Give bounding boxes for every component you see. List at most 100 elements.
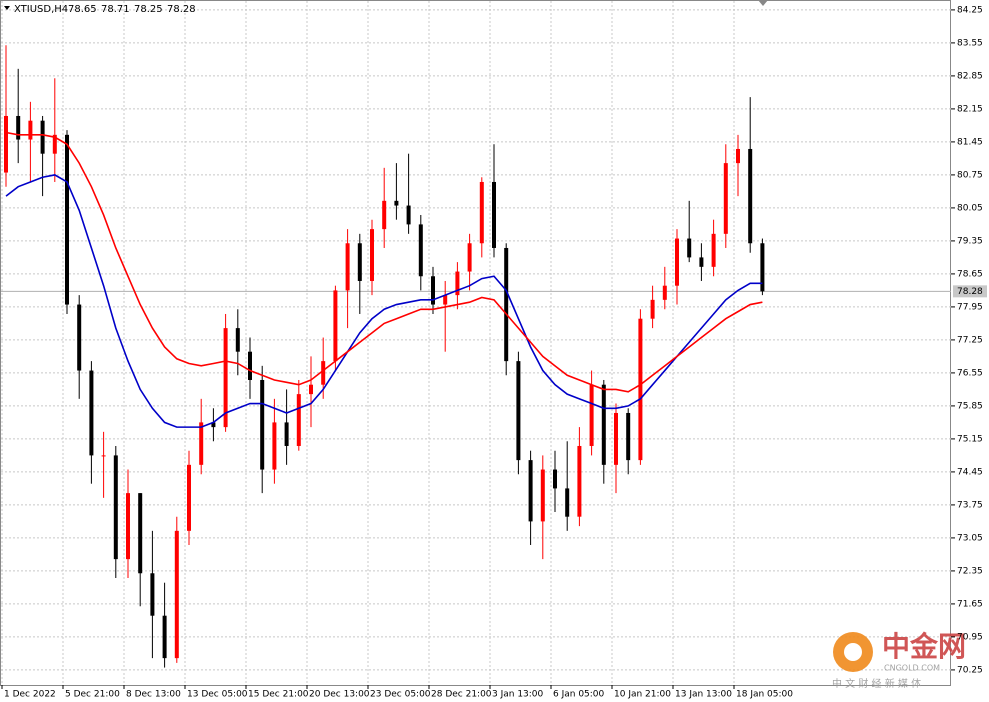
candle-body bbox=[357, 243, 362, 281]
moving-average bbox=[5, 131, 763, 393]
plot-frame bbox=[0, 0, 951, 686]
y-tick-label: 81.45 bbox=[957, 137, 983, 147]
candle-body bbox=[28, 120, 33, 140]
candle-body bbox=[16, 115, 21, 140]
y-tick-label: 77.95 bbox=[957, 302, 983, 312]
x-tick-label: 3 Jan 13:00 bbox=[492, 690, 544, 700]
x-tick-label: 13 Jan 13:00 bbox=[675, 690, 732, 700]
x-tick-label: 8 Dec 13:00 bbox=[126, 690, 181, 700]
candle-body bbox=[467, 243, 472, 272]
candle-body bbox=[675, 238, 679, 286]
candle-body bbox=[345, 243, 350, 291]
candle-body bbox=[211, 422, 216, 428]
candle-body bbox=[723, 163, 728, 234]
y-tick-label: 82.85 bbox=[957, 71, 983, 81]
y-tick-label: 74.45 bbox=[957, 467, 983, 477]
x-tick-label: 23 Dec 05:00 bbox=[370, 690, 431, 700]
candle-body bbox=[235, 328, 240, 352]
watermark-logo-icon-inner bbox=[844, 643, 862, 661]
header-ohlc: 78.25 bbox=[134, 4, 163, 15]
candle-body bbox=[40, 120, 45, 154]
candle-body bbox=[187, 464, 191, 531]
watermark-logo: 中金网 bbox=[882, 630, 966, 663]
candle-body bbox=[589, 384, 594, 446]
y-tick-label: 70.25 bbox=[957, 665, 983, 675]
candle-body bbox=[711, 233, 716, 267]
candle-body bbox=[443, 295, 448, 305]
candle-body bbox=[52, 134, 57, 154]
candle-body bbox=[321, 361, 326, 385]
header-ohlc: 78.65 bbox=[68, 4, 97, 15]
watermark: 中金网 CNGOLD.COM 中 文 财 经 新 媒 体 bbox=[832, 630, 966, 690]
y-tick-label: 80.75 bbox=[957, 170, 983, 180]
candle-body bbox=[577, 445, 582, 517]
candle-body bbox=[162, 615, 167, 659]
candle-body bbox=[4, 115, 8, 173]
x-tick-label: 15 Dec 21:00 bbox=[248, 690, 309, 700]
candle-body bbox=[504, 247, 509, 362]
candle-body bbox=[370, 229, 374, 281]
candle-body bbox=[150, 573, 155, 616]
marks bbox=[1, 45, 951, 668]
watermark-site: CNGOLD.COM bbox=[884, 664, 940, 673]
header-ohlc: 78.71 bbox=[101, 4, 130, 15]
candle-body bbox=[260, 379, 265, 470]
candle-body bbox=[418, 224, 423, 277]
candle-body bbox=[516, 361, 521, 461]
candle-body bbox=[138, 493, 143, 574]
candle-body bbox=[638, 318, 643, 461]
y-tick-label: 77.25 bbox=[957, 335, 983, 345]
y-tick-label: 79.35 bbox=[957, 236, 983, 246]
candle-body bbox=[662, 285, 667, 300]
candle-body bbox=[77, 304, 82, 371]
candle-body bbox=[748, 148, 753, 244]
y-tick-label: 70.95 bbox=[957, 632, 983, 642]
shift-marker bbox=[758, 0, 768, 6]
x-tick-label: 13 Dec 05:00 bbox=[187, 690, 248, 700]
candle-body bbox=[248, 351, 252, 380]
y-tick-label: 83.55 bbox=[957, 38, 983, 48]
candle-body bbox=[394, 200, 399, 206]
candle-body bbox=[431, 276, 435, 305]
candle-body bbox=[309, 384, 313, 395]
candle-body bbox=[687, 238, 692, 258]
candle-body bbox=[272, 422, 277, 470]
y-tick-label: 76.55 bbox=[957, 368, 983, 378]
y-tick-label: 75.85 bbox=[957, 401, 983, 411]
candle-body bbox=[382, 200, 387, 230]
header-ohlc: 78.28 bbox=[167, 4, 196, 15]
candle-body bbox=[223, 328, 228, 428]
grid bbox=[1, 1, 951, 685]
x-tick-label: 28 Dec 21:00 bbox=[431, 690, 492, 700]
candle-body bbox=[540, 469, 545, 522]
watermark-tagline: 中 文 财 经 新 媒 体 bbox=[832, 677, 921, 690]
candle-body bbox=[296, 394, 301, 446]
candle-body bbox=[553, 469, 557, 489]
y-tick-label: 78.65 bbox=[957, 269, 983, 279]
candle-body bbox=[760, 243, 765, 292]
x-tick-label: 1 Dec 2022 bbox=[4, 690, 56, 700]
candle-body bbox=[284, 422, 289, 446]
candle-body bbox=[736, 148, 740, 164]
candle-body bbox=[199, 422, 204, 465]
candle-body bbox=[601, 384, 606, 465]
candle-body bbox=[333, 290, 338, 362]
y-tick-label: 73.75 bbox=[957, 500, 983, 510]
candle-body bbox=[89, 370, 94, 456]
candle-body bbox=[126, 493, 130, 560]
y-tick-label: 82.15 bbox=[957, 104, 983, 114]
x-tick-label: 5 Dec 21:00 bbox=[65, 690, 120, 700]
candle-body bbox=[492, 181, 496, 248]
candle-body bbox=[565, 488, 570, 517]
header-arrow bbox=[4, 6, 10, 10]
current-price-box bbox=[953, 285, 987, 298]
y-tick-label: 80.05 bbox=[957, 203, 983, 213]
symbol: XTIUSD,H4 bbox=[14, 4, 68, 15]
candle-body bbox=[101, 455, 106, 457]
candle-body bbox=[528, 460, 533, 522]
candle-body bbox=[174, 530, 179, 659]
x-tick-label: 6 Jan 05:00 bbox=[553, 690, 605, 700]
x-tick-label: 18 Jan 05:00 bbox=[736, 690, 793, 700]
y-tick-label: 73.05 bbox=[957, 533, 983, 543]
